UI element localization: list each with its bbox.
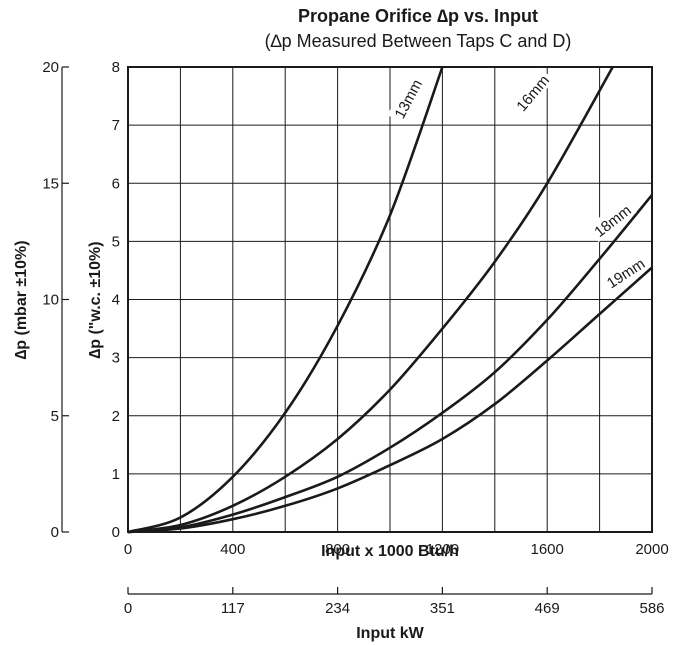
x2-axis-label: Input kW [356, 625, 424, 642]
y-tick-label: 7 [112, 117, 120, 134]
y2-axis-label: ∆p (mbar ±10%) [13, 240, 30, 359]
kw-tick-label: 469 [535, 600, 560, 617]
y-tick-label: 2 [112, 408, 120, 425]
y-tick-labels: 0 1 2 3 4 5 6 7 8 [112, 59, 120, 541]
chart-subtitle: (∆p Measured Between Taps C and D) [265, 31, 572, 51]
x-tick-label: 400 [220, 541, 245, 558]
curve-label-background [387, 72, 427, 124]
x-tick-labels: 0 400 800 1200 1600 2000 [124, 541, 669, 558]
x-axis-label: Input x 1000 Btu/h [321, 543, 459, 560]
mbar-tick-label: 20 [42, 59, 59, 76]
curve-19mm [127, 266, 653, 534]
mbar-tick-label: 10 [42, 292, 59, 309]
curve-13mm [127, 66, 444, 534]
y-tick-label: 4 [112, 292, 120, 309]
mbar-tick-labels: 0 5 10 15 20 [42, 59, 69, 541]
kw-tick-label: 234 [325, 600, 350, 617]
kw-tick-label: 586 [639, 600, 664, 617]
y-axis-label: ∆p ("w.c. ±10%) [87, 241, 104, 358]
kw-tick-label: 0 [124, 600, 132, 617]
x-tick-label: 1200 [426, 541, 459, 558]
curve-18mm [127, 194, 654, 534]
mbar-tick-label: 15 [42, 175, 59, 192]
x-tick-label: 2000 [635, 541, 668, 558]
kw-tick-labels: 0 117 234 351 469 586 [124, 587, 665, 617]
x-tick-label: 0 [124, 541, 132, 558]
kw-tick-label: 351 [430, 600, 455, 617]
mbar-tick-label: 0 [51, 524, 59, 541]
curve-16mm [127, 66, 614, 534]
curve-label-background [599, 251, 651, 294]
y-tick-label: 0 [112, 524, 120, 541]
y-tick-label: 6 [112, 175, 120, 192]
y-tick-label: 1 [112, 466, 120, 483]
mbar-tick-label: 5 [51, 408, 59, 425]
curve-label-background [587, 197, 637, 243]
chart-title: Propane Orifice ∆p vs. Input [298, 6, 538, 26]
x-tick-label: 1600 [531, 541, 564, 558]
plot-frame [127, 66, 653, 533]
y-tick-label: 5 [112, 233, 120, 250]
y-tick-label: 3 [112, 350, 120, 367]
y-tick-label: 8 [112, 59, 120, 76]
curve-label-background [508, 67, 555, 117]
kw-tick-label: 117 [221, 600, 245, 617]
x-tick-label: 800 [325, 541, 350, 558]
